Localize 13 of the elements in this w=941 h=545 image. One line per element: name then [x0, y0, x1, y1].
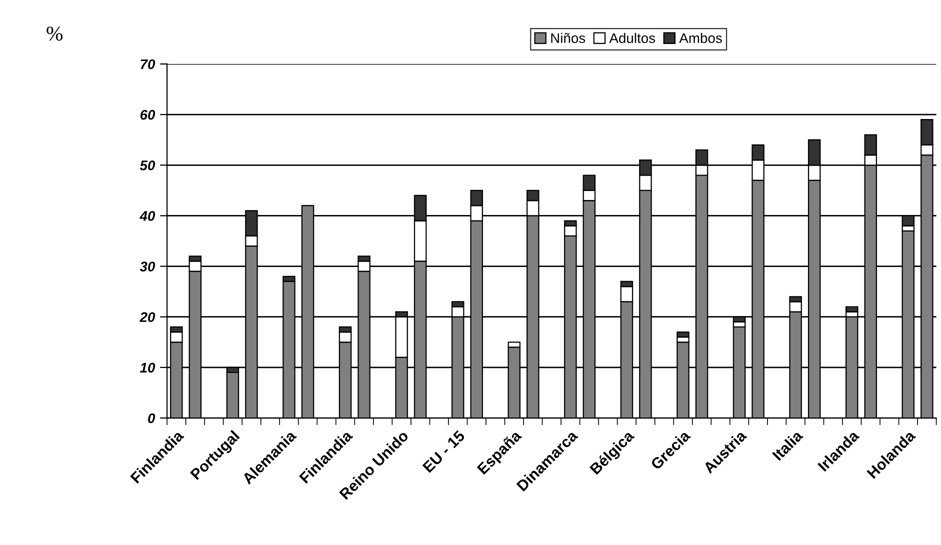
legend-label: Niños [551, 32, 586, 44]
legend-label: Adultos [609, 32, 656, 44]
y-tick-label: 20 [140, 312, 156, 322]
y-tick-label: 50 [140, 160, 156, 170]
y-tick-label: 30 [140, 262, 156, 272]
legend-label: Ambos [679, 32, 722, 44]
y-tick-label: 60 [140, 110, 156, 120]
y-tick-label: 70 [140, 59, 156, 70]
y-axis-title: % [46, 26, 63, 41]
y-tick-label: 0 [148, 413, 156, 424]
x-tick-label: EU - 15 [422, 430, 466, 473]
y-tick-label: 40 [140, 211, 156, 221]
y-tick-label: 10 [140, 362, 156, 373]
